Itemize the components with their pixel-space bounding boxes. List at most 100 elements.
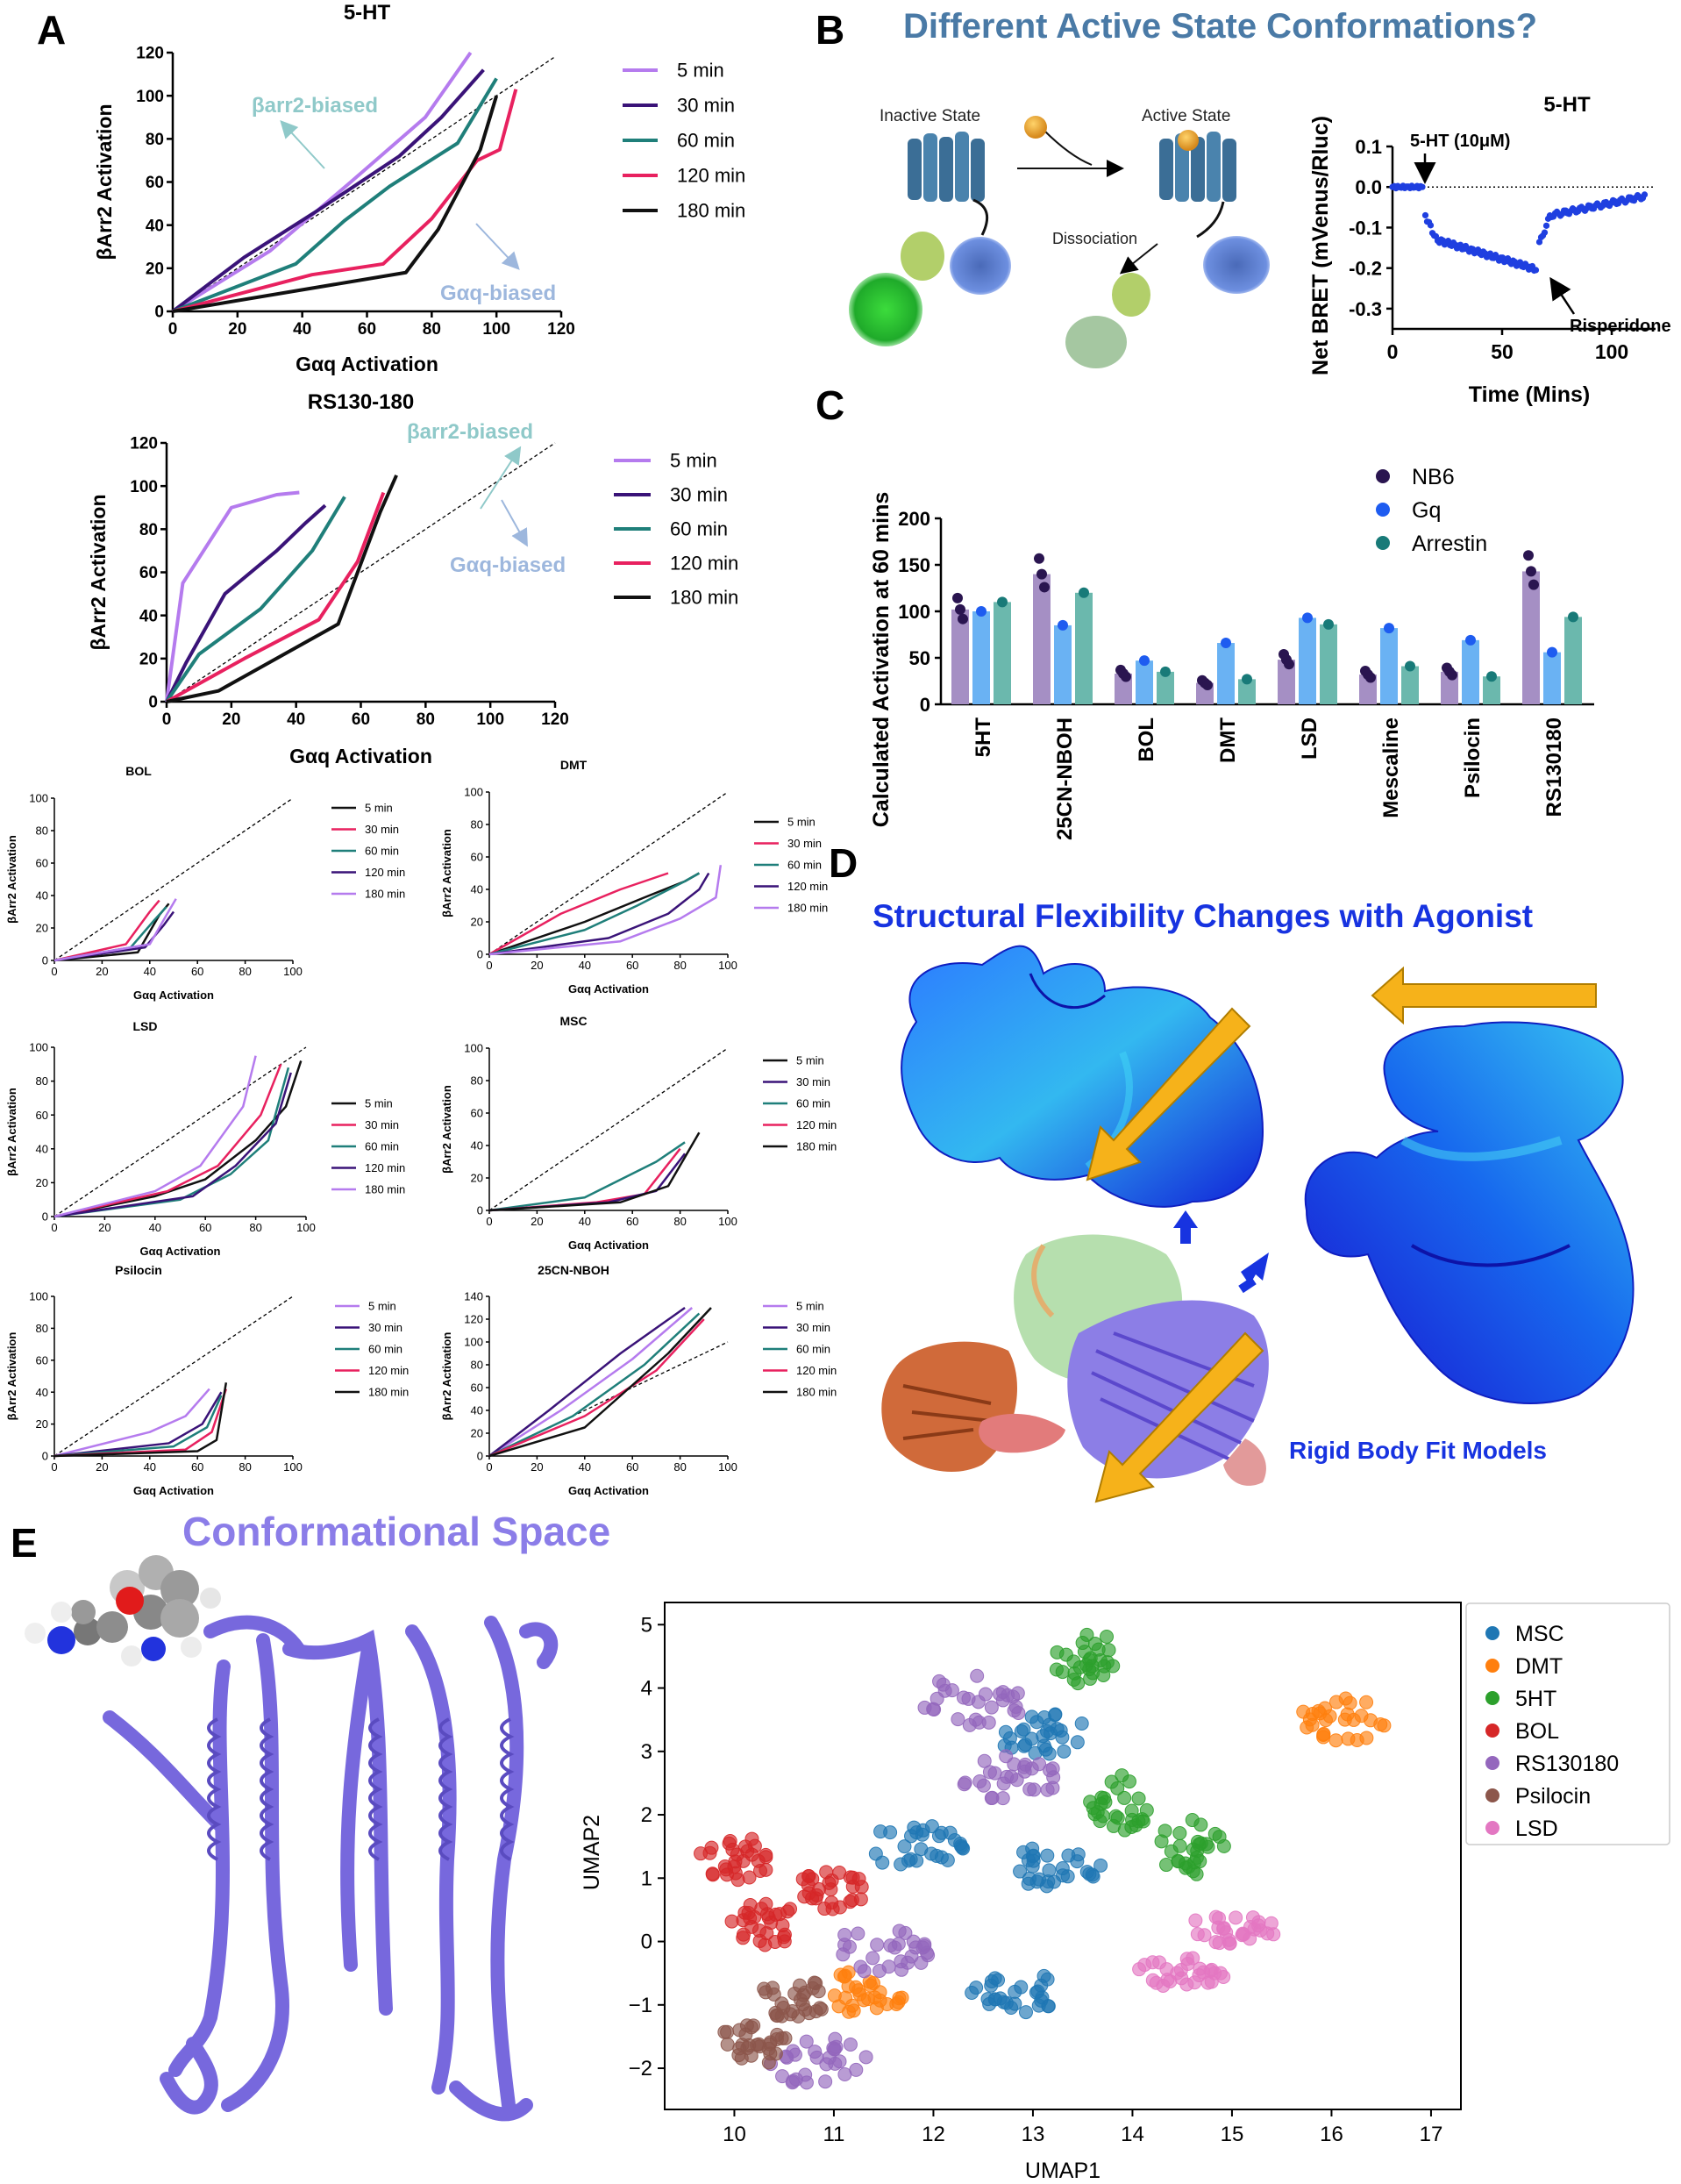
- x-tick-label: 80: [673, 1215, 686, 1228]
- y-tick-label: 80: [36, 824, 48, 838]
- scatter-point-bol: [759, 1896, 773, 1911]
- y-tick-label: 100: [29, 1290, 48, 1303]
- legend-label-0: 5 min: [677, 60, 724, 82]
- series-line-3: [488, 872, 710, 956]
- ligand-space-fill: [25, 1555, 221, 1667]
- x-tick-label: 80: [239, 965, 251, 978]
- y-tick-label: 20: [139, 650, 158, 668]
- x-tick-label: 60: [626, 1215, 638, 1228]
- scatter-point-rs130180: [892, 1923, 907, 1938]
- x-tick-label: 100: [1595, 340, 1628, 363]
- chart-title: RS130-180: [308, 390, 414, 414]
- scatter-point-bol: [819, 1865, 834, 1880]
- bias-arrow-3: [501, 499, 528, 547]
- x-axis-label: Gαq Activation: [139, 1245, 220, 1258]
- x-tick-label: 40: [293, 320, 311, 339]
- bar-arrestin: [1157, 671, 1174, 704]
- series-line-4: [53, 898, 177, 962]
- small-chart-psilocin: 0 20 40 60 80 100 0 20 40 60 80 100 Psilocin Gαq Acti…: [5, 1263, 409, 1497]
- panel-label-b: B: [816, 7, 844, 53]
- legend-label-3: BOL: [1515, 1719, 1559, 1744]
- scatter-point-bol: [767, 1934, 782, 1949]
- scatter-point-rs130180: [785, 2075, 800, 2090]
- inactive-receptor: [849, 132, 1011, 346]
- identity-line: [53, 797, 294, 961]
- scatter-point-5ht: [1071, 1676, 1086, 1691]
- bar-nb6: [1522, 571, 1540, 704]
- y-tick-label: 0: [477, 1450, 483, 1463]
- legend-label-5: Psilocin: [1515, 1784, 1591, 1809]
- scatter-point-bol: [773, 1907, 787, 1922]
- series-line-1: [171, 68, 485, 313]
- scatter-point-dmt: [1359, 1695, 1374, 1709]
- scatter-point-dmt: [1328, 1733, 1343, 1748]
- scatter-point-5ht: [1058, 1647, 1073, 1662]
- bar-dot: [1405, 660, 1415, 672]
- y-tick-label: 60: [36, 857, 48, 870]
- x-tick-label: 11: [823, 2123, 844, 2146]
- bar-dot: [976, 606, 987, 617]
- bar-nb6: [1278, 660, 1295, 704]
- ligand-ball: [1024, 116, 1047, 139]
- scatter-point-msc: [901, 1853, 916, 1868]
- scatter-point-5ht: [1090, 1805, 1105, 1820]
- chart-title: BOL: [125, 764, 152, 778]
- x-tick-label: 50: [1491, 340, 1514, 363]
- scatter-point-rs130180: [984, 1791, 999, 1806]
- scatter-point-msc: [897, 1839, 912, 1854]
- x-tick-label: 20: [531, 1460, 543, 1474]
- x-tick-label: 0: [486, 959, 492, 972]
- scatter-point-5ht: [1171, 1853, 1186, 1868]
- nitrogen-atom-1: [47, 1626, 75, 1654]
- legend-label-1: DMT: [1515, 1654, 1563, 1679]
- scatter-point-rs130180: [849, 2062, 864, 2077]
- bret-point: [1641, 191, 1649, 198]
- scatter-point-msc: [1041, 1999, 1056, 2014]
- scatter-point-rs130180: [887, 1940, 902, 1955]
- x-tick-label: 60: [626, 959, 638, 972]
- scatter-point-rs130180: [957, 1777, 972, 1792]
- y-tick-label: -0.2: [1349, 258, 1382, 280]
- ligand-path: [1043, 129, 1093, 166]
- legend-label-0: NB6: [1412, 465, 1455, 489]
- gaq-biased-label: Gαq-biased: [440, 282, 556, 305]
- x-tick-label: 0: [162, 710, 172, 729]
- active-receptor: [1159, 130, 1270, 294]
- y-tick-label: −1: [629, 1994, 652, 2017]
- scatter-point-rs130180: [970, 1668, 985, 1683]
- series-line-3: [488, 1131, 701, 1212]
- legend-label-3: 120 min: [787, 880, 828, 893]
- x-tick-label: 40: [144, 965, 156, 978]
- bar-dot: [1039, 582, 1050, 593]
- legend-label-1: 30 min: [365, 823, 399, 836]
- panel-d-title: Structural Flexibility Changes with Agon…: [873, 898, 1533, 934]
- scatter-point-bol: [832, 1900, 847, 1915]
- dissociation-label: Dissociation: [1052, 230, 1137, 247]
- x-tick-label: 100: [283, 1460, 303, 1474]
- series-line-1: [488, 1147, 681, 1212]
- scatter-point-lsd: [1188, 1913, 1203, 1928]
- identity-line: [166, 442, 556, 703]
- scatter-point-5ht: [1216, 1838, 1231, 1853]
- scatter-point-5ht: [1185, 1813, 1200, 1828]
- y-tick-label: 5: [641, 1613, 652, 1637]
- scatter-point-lsd: [1149, 1975, 1164, 1990]
- y-tick-label: 0: [477, 948, 483, 961]
- legend-label-0: MSC: [1515, 1622, 1564, 1646]
- scatter-point-bol: [809, 1888, 824, 1902]
- scatter-point-bol: [853, 1892, 868, 1907]
- scatter-point-msc: [1055, 1861, 1070, 1876]
- plot-frame: [664, 1602, 1462, 2110]
- series-line-1: [53, 899, 160, 962]
- bar-dot: [1284, 659, 1294, 670]
- scatter-point-rs130180: [1004, 1769, 1019, 1784]
- legend-box: [1465, 1602, 1670, 1845]
- scatter-point-psilocin: [732, 2023, 747, 2038]
- bar-gq: [1462, 639, 1479, 704]
- bar-dot: [1523, 550, 1534, 561]
- legend-dot-2: [1485, 1691, 1499, 1705]
- y-tick-label: 0: [42, 1450, 48, 1463]
- x-tick-label: 0: [1387, 340, 1399, 363]
- scatter-point-5ht: [1193, 1854, 1207, 1869]
